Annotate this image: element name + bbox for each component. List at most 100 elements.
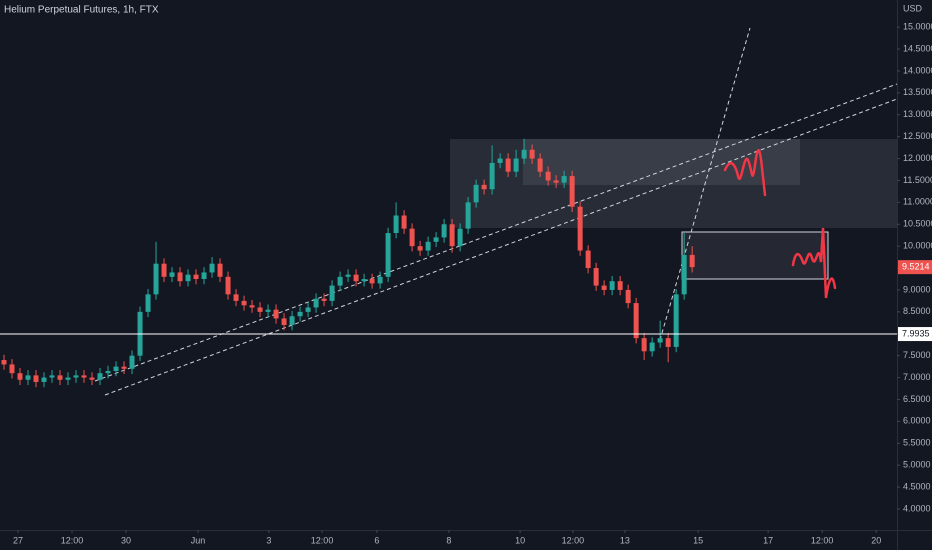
candle-body (193, 274, 199, 280)
candle-body (673, 294, 679, 347)
candle-body (65, 377, 71, 380)
candle-body (161, 263, 167, 277)
y-tick-label: 5.5000 (903, 438, 931, 448)
candle-body (329, 285, 335, 301)
candle-body (545, 171, 551, 181)
candle-body (57, 375, 63, 380)
x-tick-label: 12:00 (311, 535, 334, 545)
y-tick-label: 11.5000 (903, 175, 932, 185)
chart-title: Helium Perpetual Futures, 1h, FTX (4, 5, 159, 16)
candle-body (265, 309, 271, 312)
candle-body (289, 316, 295, 326)
candle-body (313, 298, 319, 308)
candle-body (201, 272, 207, 280)
candle-body (153, 263, 159, 295)
candle-body (633, 303, 639, 339)
candle-body (337, 276, 343, 286)
x-tick-label: 12:00 (562, 535, 585, 545)
candle-body (489, 162, 495, 190)
x-tick-label: 17 (763, 535, 773, 545)
candle-body (361, 279, 367, 282)
candle-body (169, 272, 175, 277)
candle-body (233, 294, 239, 301)
candle-body (577, 206, 583, 251)
candle-body (377, 276, 383, 284)
y-tick-label: 14.0000 (903, 65, 932, 75)
candle-body (417, 246, 423, 251)
y-tick-label: 11.0000 (903, 197, 932, 207)
candle-body (209, 263, 215, 273)
y-tick-label: 7.5000 (903, 350, 931, 360)
candle-body (433, 237, 439, 242)
candle-body (17, 373, 23, 380)
x-tick-label: 3 (266, 535, 271, 545)
candle-body (457, 228, 463, 247)
candle-body (441, 224, 447, 238)
x-tick-label: 10 (515, 535, 525, 545)
candle-body (129, 355, 135, 369)
y-tick-label: 6.0000 (903, 416, 931, 426)
y-tick-label: 13.0000 (903, 109, 932, 119)
y-tick-label: 6.5000 (903, 394, 931, 404)
x-tick-label: 20 (871, 535, 881, 545)
x-tick-label: 6 (374, 535, 379, 545)
candle-body (385, 233, 391, 277)
trend-line (104, 98, 898, 396)
candle-body (249, 305, 255, 308)
price-line-tag (898, 327, 932, 342)
candle-body (449, 224, 455, 247)
candle-body (593, 268, 599, 286)
axis-unit: USD (903, 3, 923, 13)
x-tick-label: Jun (191, 535, 206, 545)
y-tick-label: 8.5000 (903, 306, 931, 316)
candle-body (353, 274, 359, 282)
x-tick-label: 15 (693, 535, 703, 545)
candle-body (689, 254, 695, 268)
candle-body (505, 158, 511, 172)
y-tick-label: 12.0000 (903, 153, 932, 163)
y-tick-label: 13.5000 (903, 87, 932, 97)
candle-body (177, 272, 183, 282)
candle-body (9, 364, 15, 374)
candle-body (89, 377, 95, 380)
y-tick-label: 12.5000 (903, 131, 932, 141)
price-line-label: 7.9935 (902, 328, 930, 338)
candle-body (393, 215, 399, 234)
candle-body (121, 366, 127, 369)
candle-body (321, 298, 327, 301)
candle-body (521, 149, 527, 159)
y-tick-label: 15.0000 (903, 22, 932, 32)
candle-body (225, 276, 231, 295)
candle-body (345, 274, 351, 277)
candle-body (73, 375, 79, 378)
y-tick-label: 10.0000 (903, 241, 932, 251)
candle-body (657, 338, 663, 343)
range-box (681, 231, 829, 280)
y-tick-label: 4.0000 (903, 503, 931, 513)
candle-body (601, 285, 607, 290)
candle-body (1, 360, 7, 365)
candle-body (305, 307, 311, 312)
candle-body (297, 311, 303, 317)
candle-body (273, 309, 279, 319)
candle-body (473, 184, 479, 203)
candle-body (369, 279, 375, 284)
candle-body (49, 375, 55, 378)
x-tick-label: 12:00 (811, 535, 834, 545)
scribble (723, 149, 767, 197)
target-zone (523, 139, 800, 185)
candle-body (185, 274, 191, 282)
candle-body (649, 342, 655, 352)
candle-body (481, 184, 487, 190)
y-tick-label: 9.0000 (903, 284, 931, 294)
candle-body (409, 228, 415, 247)
candle-body (625, 289, 631, 304)
x-tick-label: 12:00 (61, 535, 84, 545)
last-price-tag (898, 260, 932, 275)
candle-body (585, 250, 591, 269)
candle-body (105, 371, 111, 374)
trend-line (94, 83, 898, 382)
scribble (791, 227, 837, 299)
candle-body (513, 158, 519, 172)
candle-body (145, 294, 151, 312)
